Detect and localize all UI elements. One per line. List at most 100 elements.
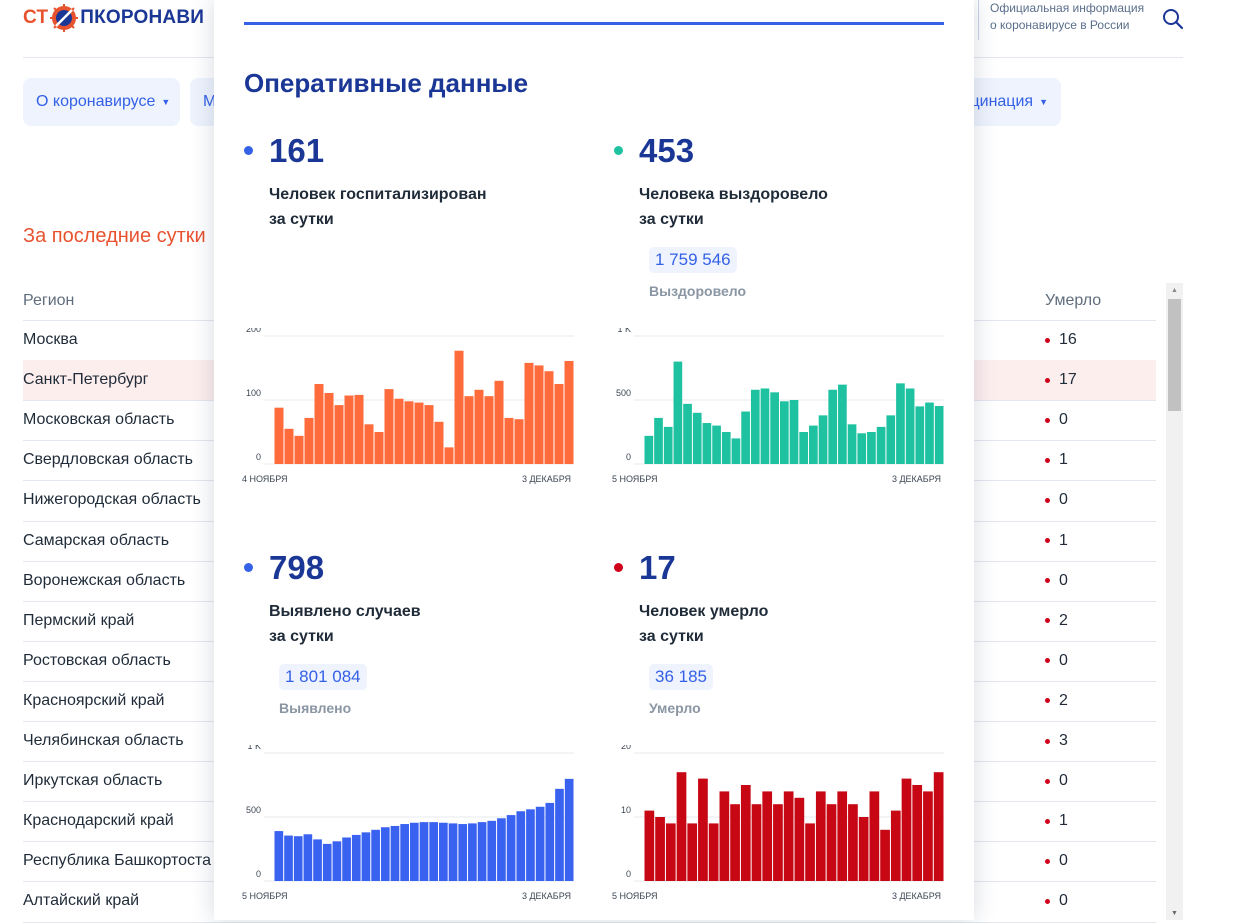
chart-bar[interactable]	[698, 778, 708, 881]
chart-bar[interactable]	[424, 405, 434, 464]
chart-bar[interactable]	[741, 411, 750, 464]
chart-bar[interactable]	[394, 398, 404, 464]
chart-bar[interactable]	[524, 362, 534, 464]
chart-bar[interactable]	[779, 401, 789, 464]
table-row[interactable]: Московская область 0	[23, 400, 1156, 440]
chart-bar[interactable]	[665, 823, 676, 881]
chart-bar[interactable]	[284, 428, 294, 464]
chart-bar[interactable]	[915, 406, 925, 464]
chart-bar[interactable]	[474, 389, 484, 464]
chart-bar[interactable]	[858, 817, 869, 881]
chart-bar[interactable]	[535, 806, 545, 881]
chart-bar[interactable]	[314, 384, 324, 464]
chart-bar[interactable]	[526, 809, 535, 881]
chart-bar[interactable]	[322, 843, 332, 881]
chart-bar[interactable]	[554, 384, 564, 464]
table-row[interactable]: Республика Башкортоста 0	[23, 841, 1156, 881]
chart-bar[interactable]	[925, 402, 934, 464]
chart-bar[interactable]	[293, 836, 303, 881]
chart-bar[interactable]	[794, 797, 805, 881]
chart-bar[interactable]	[912, 785, 923, 881]
search-button[interactable]	[1160, 6, 1186, 32]
table-row[interactable]: Краснодарский край 1	[23, 801, 1156, 841]
chart-bar[interactable]	[673, 361, 683, 464]
chart-bar[interactable]	[828, 389, 838, 464]
chart-bar[interactable]	[384, 389, 394, 464]
chart-bar[interactable]	[274, 407, 284, 464]
chart-bar[interactable]	[826, 804, 837, 881]
chart-bar[interactable]	[933, 772, 944, 881]
chart-bar[interactable]	[896, 383, 905, 464]
chart-bar[interactable]	[409, 822, 419, 881]
scroll-up-arrow-icon[interactable]: ▲	[1171, 286, 1178, 294]
chart-bar[interactable]	[484, 396, 494, 464]
chart-bar[interactable]	[783, 791, 794, 881]
chart-bar[interactable]	[760, 388, 770, 464]
chart-bar[interactable]	[644, 810, 655, 881]
chart-bar[interactable]	[332, 841, 342, 881]
chart-bar[interactable]	[494, 380, 504, 464]
table-row[interactable]: Москва 16	[23, 320, 1156, 360]
chart-bar[interactable]	[751, 804, 762, 881]
chart-bar[interactable]	[304, 417, 314, 464]
chart-bar[interactable]	[687, 823, 698, 881]
chart-bar[interactable]	[923, 791, 933, 881]
chart-bar[interactable]	[487, 820, 497, 881]
chart-bar[interactable]	[799, 432, 809, 464]
table-row[interactable]: Свердловская область 1	[23, 440, 1156, 480]
chart-bar[interactable]	[708, 823, 719, 881]
chart-bar[interactable]	[880, 829, 890, 881]
chart-bar[interactable]	[555, 788, 564, 881]
chart-bar[interactable]	[773, 804, 783, 881]
chart-bar[interactable]	[454, 350, 464, 464]
table-row[interactable]: Нижегородская область 0	[23, 480, 1156, 520]
chart-bar[interactable]	[676, 772, 687, 881]
chart-bar[interactable]	[400, 824, 409, 881]
nav-about-coronavirus[interactable]: О коронавирусе ▼	[23, 78, 180, 126]
chart-bar[interactable]	[464, 396, 474, 464]
chart-bar[interactable]	[712, 425, 721, 464]
table-row[interactable]: Самарская область 1	[23, 521, 1156, 561]
chart-bar[interactable]	[477, 822, 487, 881]
chart-bar[interactable]	[838, 384, 847, 464]
chart-bar[interactable]	[404, 401, 414, 464]
chart-bar[interactable]	[721, 432, 731, 464]
chart-bar[interactable]	[514, 419, 524, 464]
chart-bar[interactable]	[905, 388, 915, 464]
chart-bar[interactable]	[663, 426, 673, 464]
chart-bar[interactable]	[740, 785, 751, 881]
chart-bar[interactable]	[351, 834, 361, 881]
chart-bar[interactable]	[644, 435, 654, 464]
chart-bar[interactable]	[303, 834, 313, 881]
table-row[interactable]: Иркутская область 0	[23, 761, 1156, 801]
chart-bar[interactable]	[434, 421, 444, 464]
chart-bar[interactable]	[380, 827, 390, 881]
table-row[interactable]: Ростовская область 0	[23, 641, 1156, 681]
chart-bar[interactable]	[789, 400, 799, 464]
chart-bar[interactable]	[564, 778, 574, 881]
chart-bar[interactable]	[439, 822, 448, 881]
chart-bar[interactable]	[564, 360, 574, 464]
scrollbar-thumb[interactable]	[1168, 299, 1181, 411]
chart-bar[interactable]	[497, 818, 506, 881]
table-row[interactable]: Челябинская область 3	[23, 721, 1156, 761]
table-row[interactable]: Красноярский край 2	[23, 681, 1156, 721]
table-row[interactable]: Воронежская область 0	[23, 561, 1156, 601]
chart-bar[interactable]	[448, 823, 458, 881]
chart-bar[interactable]	[504, 417, 514, 464]
table-row[interactable]: Алтайский край 0	[23, 881, 1156, 921]
chart-bar[interactable]	[534, 365, 544, 464]
chart-bar[interactable]	[805, 823, 815, 881]
chart-bar[interactable]	[544, 371, 554, 464]
chart-bar[interactable]	[294, 435, 304, 464]
chart-bar[interactable]	[730, 804, 740, 881]
scrollbar[interactable]: ▲ ▼	[1166, 283, 1183, 920]
chart-bar[interactable]	[867, 432, 876, 464]
chart-bar[interactable]	[818, 415, 828, 464]
scroll-down-arrow-icon[interactable]: ▼	[1171, 909, 1178, 917]
site-logo[interactable]: СТ ПКОРОНАВИ	[23, 4, 204, 32]
chart-bar[interactable]	[869, 791, 880, 881]
chart-bar[interactable]	[731, 438, 741, 464]
chart-bar[interactable]	[444, 447, 454, 464]
chart-bar[interactable]	[468, 823, 477, 881]
